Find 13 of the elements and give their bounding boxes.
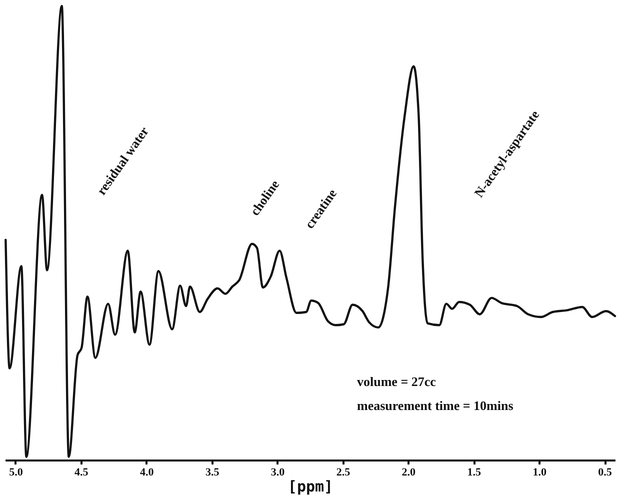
x-tick-label: 4.0: [140, 466, 154, 478]
annotation: volume = 27cc: [357, 374, 436, 389]
x-tick-label: 1.0: [532, 466, 547, 478]
x-tick-label: 1.5: [467, 466, 482, 478]
annotation: measurement time = 10mins: [357, 398, 514, 413]
x-tick-label: 2.5: [336, 466, 351, 478]
x-tick-label: 5.0: [9, 466, 24, 478]
x-tick-label: 4.5: [74, 466, 89, 478]
x-tick-label: 2.0: [402, 466, 416, 478]
x-tick-label: 0.5: [598, 466, 612, 478]
x-axis-title: [ppm]: [288, 478, 334, 496]
x-tick-label: 3.0: [270, 466, 286, 478]
x-tick-label: 3.5: [205, 466, 220, 478]
